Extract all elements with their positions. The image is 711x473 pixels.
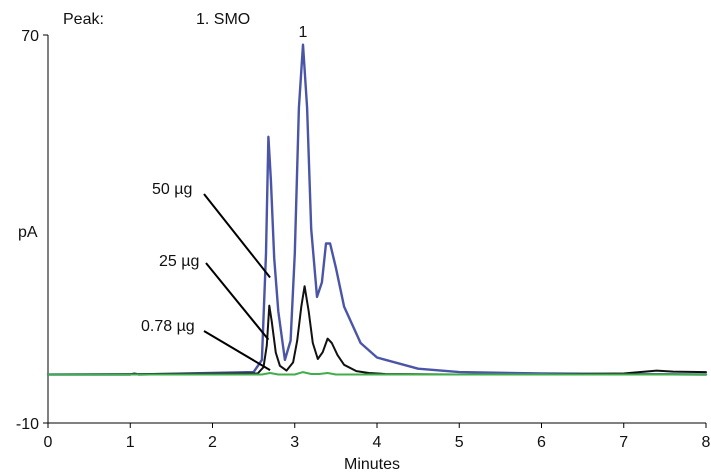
peak-number-label: 1 bbox=[299, 24, 308, 41]
annotation-pointer bbox=[203, 330, 271, 371]
x-tick-label: 6 bbox=[537, 434, 546, 451]
x-tick-label: 2 bbox=[208, 434, 217, 451]
x-tick-label: 8 bbox=[702, 434, 711, 451]
x-tick-label: 5 bbox=[455, 434, 464, 451]
x-tick-label: 1 bbox=[126, 434, 135, 451]
x-tick-label: 7 bbox=[619, 434, 628, 451]
x-axis-label: Minutes bbox=[344, 456, 400, 473]
series-line-50-g bbox=[46, 43, 708, 376]
annotation-label: 0.78 µg bbox=[141, 318, 195, 335]
traces bbox=[46, 43, 708, 376]
annotations: 1 50 µg 25 µg 0.78 µg bbox=[141, 24, 308, 371]
peak-table-entry: 1. SMO bbox=[196, 11, 250, 28]
annotation-label: 50 µg bbox=[152, 181, 192, 198]
x-tick-label: 0 bbox=[44, 434, 53, 451]
x-tick-label: 3 bbox=[290, 434, 299, 451]
peak-table-header: Peak: bbox=[63, 11, 104, 28]
x-tick-label: 4 bbox=[373, 434, 382, 451]
axes: 0 1 2 3 4 5 6 7 8 -10 70 bbox=[16, 28, 711, 451]
series-line-0-78-g bbox=[47, 371, 707, 376]
y-tick-label: -10 bbox=[16, 416, 39, 433]
y-axis-label: pA bbox=[18, 224, 38, 241]
annotation-pointer bbox=[203, 193, 271, 279]
y-tick-label: 70 bbox=[21, 28, 39, 45]
annotation-label: 25 µg bbox=[159, 253, 199, 270]
annotation-pointer bbox=[205, 262, 270, 341]
